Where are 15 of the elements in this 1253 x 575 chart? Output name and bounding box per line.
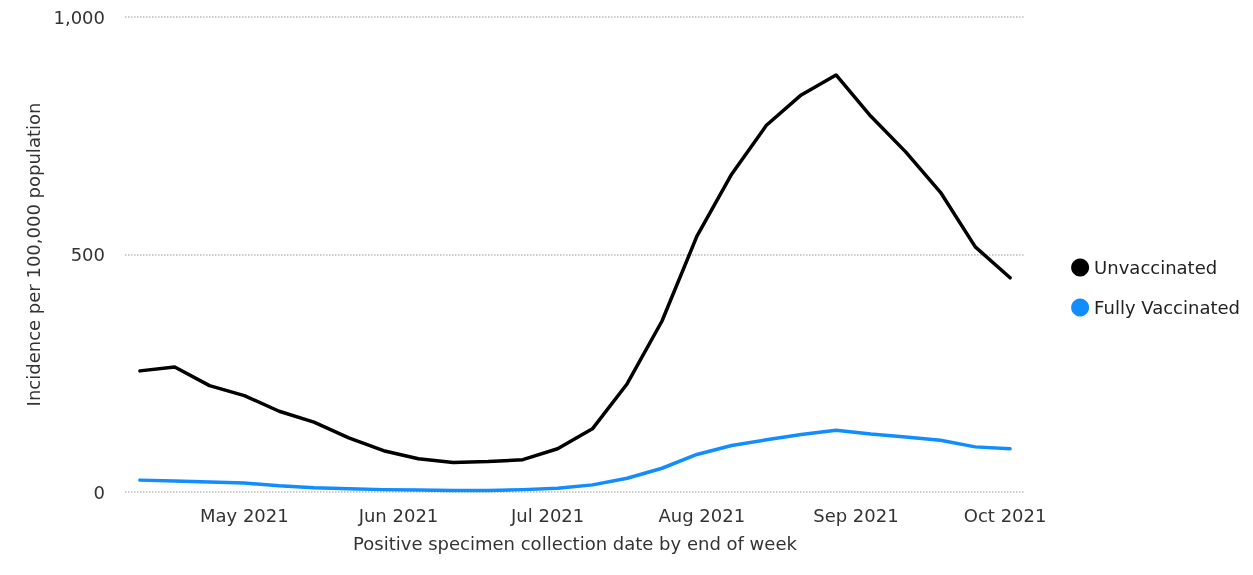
x-tick-label: Jun 2021	[357, 504, 439, 526]
line-series	[138, 428, 1012, 493]
x-tick-label: Oct 2021	[963, 504, 1047, 526]
y-axis-title: Incidence per 100,000 population	[23, 102, 45, 407]
y-tick-label: 1,000	[53, 6, 105, 28]
x-tick-label: Jul 2021	[510, 504, 585, 526]
y-tick-label: 500	[70, 244, 105, 265]
x-tick-label: Aug 2021	[658, 504, 746, 526]
line-series	[138, 73, 1012, 465]
legend-label: Fully Vaccinated	[1094, 297, 1240, 318]
x-tick-label: May 2021	[199, 504, 289, 526]
y-tick-label: 0	[93, 481, 105, 503]
legend-label: Unvaccinated	[1094, 257, 1218, 278]
x-axis-title: Positive specimen collection date by end of week	[353, 532, 798, 554]
x-tick-label: Sep 2021	[813, 504, 899, 526]
